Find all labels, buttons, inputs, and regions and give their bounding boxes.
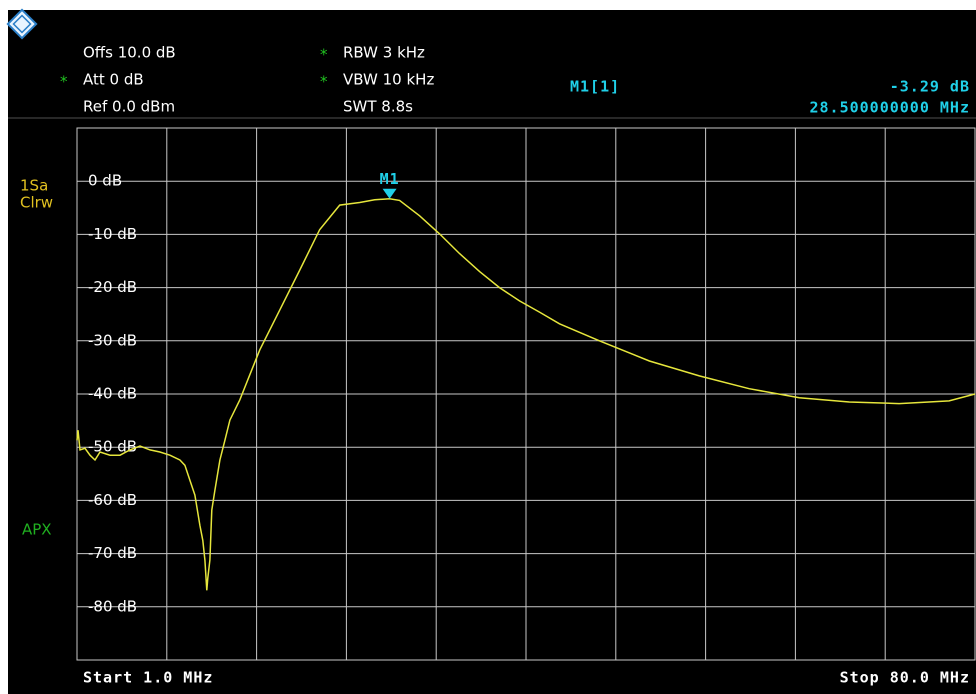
detector: APX	[22, 521, 52, 539]
y-tick-label: -50 dB	[88, 438, 137, 456]
setting-flag: *	[60, 73, 68, 91]
x-stop-label: Stop 80.0 MHz	[840, 669, 970, 687]
setting-flag: *	[320, 73, 328, 91]
y-tick-label: -60 dB	[88, 491, 137, 509]
setting-flag: *	[320, 46, 328, 64]
marker-frequency: 28.500000000 MHz	[810, 99, 971, 117]
display	[8, 10, 976, 694]
trace-mode: Clrw	[20, 194, 53, 212]
y-tick-label: -10 dB	[88, 225, 137, 243]
y-tick-label: -40 dB	[88, 385, 137, 403]
setting-text: Ref 0.0 dBm	[83, 98, 175, 116]
setting-text: RBW 3 kHz	[343, 44, 425, 62]
setting-text: Offs 10.0 dB	[83, 44, 176, 62]
trace-mode: 1Sa	[20, 177, 48, 195]
y-tick-label: -20 dB	[88, 278, 137, 296]
logo	[6, 8, 38, 40]
trace	[76, 197, 976, 591]
y-tick-label: 0 dB	[88, 172, 122, 190]
marker-value: -3.29 dB	[890, 78, 970, 96]
y-tick-label: -80 dB	[88, 597, 137, 615]
setting-text: SWT 8.8s	[343, 98, 413, 116]
marker-readout-label: M1[1]	[570, 78, 620, 96]
setting-text: Att 0 dB	[83, 71, 144, 89]
y-tick-label: -70 dB	[88, 544, 137, 562]
marker-label: M1	[380, 170, 400, 188]
setting-text: VBW 10 kHz	[343, 71, 434, 89]
y-tick-label: -30 dB	[88, 331, 137, 349]
x-start-label: Start 1.0 MHz	[83, 669, 213, 687]
marker	[382, 188, 397, 199]
